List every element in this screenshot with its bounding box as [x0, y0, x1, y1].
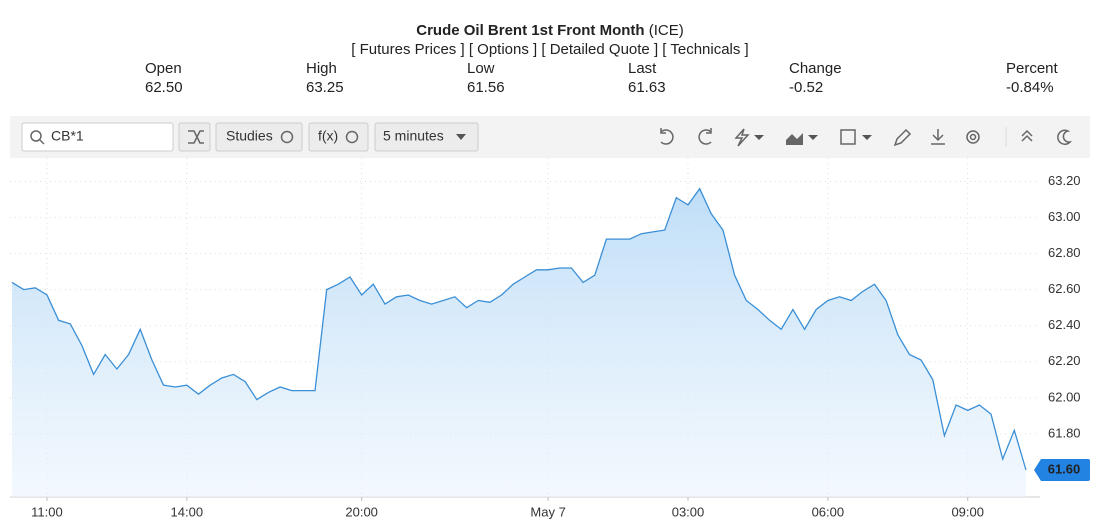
link[interactable]: [ Detailed Quote ] — [541, 41, 658, 58]
links: [ Futures Prices ] [ Options ] [ Detaile… — [351, 41, 748, 58]
area — [12, 188, 1026, 497]
plus-icon — [280, 130, 294, 144]
x-tick-label: 03:00 — [672, 504, 705, 519]
quote-value: 63.25 — [306, 79, 344, 96]
y-tick-label: 62.00 — [1048, 389, 1081, 404]
quote-value: 61.63 — [628, 79, 666, 96]
settings-icon[interactable] — [966, 130, 980, 144]
compare-icon — [188, 130, 204, 144]
quote-label: Change — [789, 60, 842, 77]
price-line — [11, 187, 1027, 471]
studies: Studies — [226, 128, 273, 144]
function: f(x) — [318, 128, 338, 144]
function-button[interactable] — [308, 122, 369, 152]
compare-button[interactable] — [178, 122, 211, 152]
chart-type-icon[interactable] — [786, 133, 803, 145]
x-tick-label: 14:00 — [171, 504, 204, 519]
y-tick-label: 63.00 — [1048, 209, 1081, 224]
search-box[interactable] — [21, 122, 174, 152]
link[interactable]: [ Futures Prices ] — [351, 41, 464, 58]
y-tick-label: 62.60 — [1048, 281, 1081, 296]
dropdown-icon — [808, 135, 818, 140]
theme-icon[interactable] — [1057, 129, 1073, 145]
y-tick-label: 63.20 — [1048, 173, 1081, 188]
interval: 5 minutes — [383, 128, 444, 144]
exchange: (ICE) — [649, 22, 684, 39]
download-icon[interactable] — [931, 129, 945, 145]
toolbar-icons[interactable] — [660, 127, 1073, 147]
quote-label: Percent — [1006, 60, 1059, 77]
search-icon — [39, 139, 45, 145]
y-tick-label: 61.80 — [1048, 425, 1081, 440]
quote-value: 62.50 — [145, 79, 183, 96]
x-tick-label: 11:00 — [31, 504, 63, 519]
y-tick-label: 62.40 — [1048, 317, 1081, 332]
quote-value: -0.84% — [1006, 79, 1054, 96]
y-tick-label: 62.80 — [1048, 245, 1081, 260]
last-price-tag — [1034, 458, 1090, 481]
x-tick-label: 06:00 — [812, 504, 845, 519]
x-tick-label: May 7 — [530, 504, 565, 519]
flash-icon[interactable] — [734, 128, 750, 147]
symbol: CB*1 — [51, 128, 84, 144]
plus-icon — [345, 130, 359, 144]
y-tick-label: 62.20 — [1048, 353, 1081, 368]
quote-label: High — [306, 60, 337, 77]
interval-button[interactable] — [374, 122, 479, 152]
quote-value: 61.56 — [467, 79, 505, 96]
last-price-label: 61.60 — [1048, 461, 1081, 476]
quote-label: Last — [628, 60, 657, 77]
link[interactable]: [ Technicals ] — [662, 41, 748, 58]
undo-icon[interactable] — [660, 128, 674, 145]
quote-value: -0.52 — [789, 79, 823, 96]
draw-icon[interactable] — [893, 128, 912, 147]
quote-label: Low — [467, 60, 495, 77]
dropdown-icon — [862, 135, 872, 140]
collapse-icon[interactable] — [1021, 129, 1033, 142]
dropdown-icon — [754, 135, 764, 140]
title: Crude Oil Brent 1st Front Month — [416, 22, 644, 39]
x-tick-label: 09:00 — [951, 504, 984, 519]
chart-title: Crude Oil Brent 1st Front Month (ICE) — [416, 22, 684, 39]
dropdown-icon — [456, 134, 466, 140]
redo-icon[interactable] — [698, 128, 712, 145]
x-tick-label: 20:00 — [345, 504, 378, 519]
quote-label: Open — [145, 60, 182, 77]
settings-icon — [969, 133, 977, 141]
link[interactable]: [ Options ] — [469, 41, 537, 58]
quote: Open 62.50 High 63.25 Low 61.56 Last 61.63 Chang… — [145, 60, 1059, 96]
layout-icon[interactable] — [840, 129, 856, 145]
studies-button[interactable] — [215, 122, 303, 152]
search-icon — [30, 130, 42, 142]
